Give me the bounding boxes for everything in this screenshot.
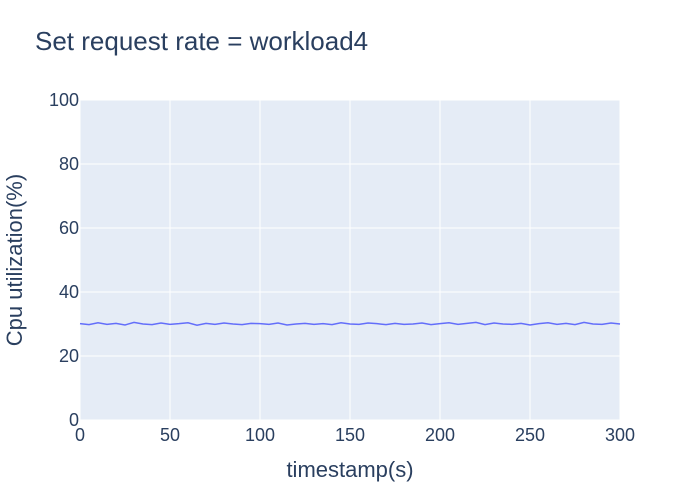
y-tick-label: 40 [59, 282, 79, 302]
y-tick-label: 0 [69, 410, 79, 430]
x-tick-label: 50 [160, 425, 180, 445]
x-tick-label: 200 [425, 425, 455, 445]
x-tick-label: 150 [335, 425, 365, 445]
x-tick-label: 250 [515, 425, 545, 445]
y-tick-label: 100 [49, 90, 79, 110]
y-tick-label: 80 [59, 154, 79, 174]
x-axis-ticks: 0 50 100 150 200 250 300 [75, 425, 635, 445]
x-tick-label: 0 [75, 425, 85, 445]
chart-title: Set request rate = workload4 [35, 26, 368, 56]
x-axis-title: timestamp(s) [286, 457, 413, 482]
x-tick-label: 300 [605, 425, 635, 445]
y-axis-title: Cpu utilization(%) [2, 174, 27, 346]
y-tick-label: 20 [59, 346, 79, 366]
grid-lines [79, 99, 621, 421]
y-tick-label: 60 [59, 218, 79, 238]
y-axis-ticks: 0 20 40 60 80 100 [49, 90, 79, 430]
x-tick-label: 100 [245, 425, 275, 445]
series-line [79, 321, 621, 327]
series-layer [79, 321, 621, 327]
